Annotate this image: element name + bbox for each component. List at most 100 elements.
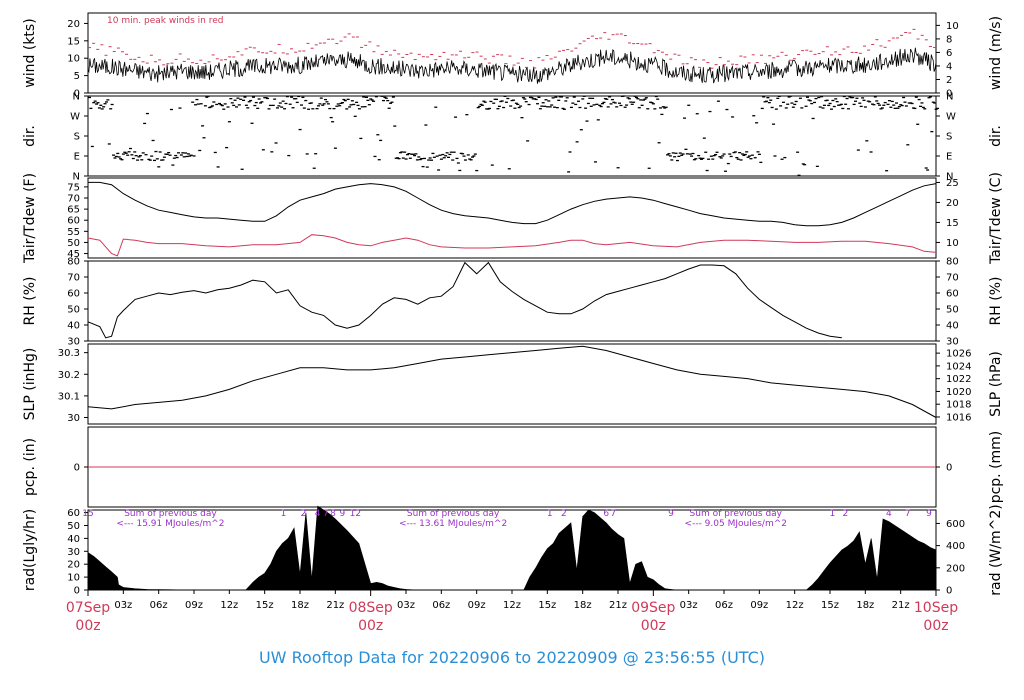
rh-right-tick-label: 50	[946, 305, 959, 316]
rad-left-tick-label: 20	[67, 560, 80, 571]
footer-title: UW Rooftop Data for 20220906 to 20220909…	[258, 648, 766, 667]
rad-left-tick-label: 0	[74, 586, 80, 597]
slp-panel-frame	[87, 343, 937, 425]
wind-left-axis-label: wind (kts)	[22, 18, 38, 87]
slp-series-line	[87, 345, 937, 418]
temp-left-tick-label: 70	[67, 194, 80, 205]
rad-sum-note: <--- 13.61 MJoules/m^2	[399, 519, 507, 529]
slp-right-tick-label: 1022	[946, 374, 971, 385]
time-tick-label: 15z	[821, 600, 839, 611]
temp-left-axis-label: Tair/Tdew (F)	[22, 173, 38, 264]
dir-left-tick-label: E	[74, 152, 80, 163]
temp-tair-line	[88, 181, 937, 227]
dir-right-tick-label: N	[946, 92, 953, 103]
wind-note: 10 min. peak winds in red	[107, 16, 224, 26]
rh-right-tick-label: 70	[946, 273, 959, 284]
rad-hour-mark: 1	[281, 509, 287, 519]
rad-left-tick-label: 60	[67, 508, 80, 519]
temp-left-tick-label: 45	[67, 249, 80, 260]
slp-left-axis-label: SLP (inHg)	[22, 348, 38, 421]
time-tick-label: 03z	[114, 600, 132, 611]
rad-hour-mark: 8	[330, 509, 336, 519]
date-tick-hour: 00z	[75, 618, 100, 634]
rad-hour-mark: 2	[301, 509, 307, 519]
temp-left-tick-label: 65	[67, 205, 80, 216]
wind-right-tick-label: 8	[946, 34, 952, 45]
rad-left-tick-label: 30	[67, 547, 80, 558]
wind-right-tick-label: 0	[946, 89, 952, 100]
time-tick-label: 09z	[750, 600, 768, 611]
wind-right-tick-label: 6	[946, 48, 952, 59]
dir-left-tick-label: N	[73, 172, 80, 183]
rad-hour-mark: 4	[886, 509, 892, 519]
dir-left-axis-label: dir.	[22, 125, 38, 147]
dir-right-axis-label: dir.	[988, 125, 1004, 147]
wind-left-tick-label: 15	[67, 36, 80, 47]
temp-left-tick-label: 60	[67, 216, 80, 227]
rh-left-tick-label: 30	[67, 337, 80, 348]
time-tick-label: 21z	[609, 600, 627, 611]
time-tick-label: 18z	[291, 600, 309, 611]
pcp-left-tick-label: 0	[74, 463, 80, 474]
rad-hour-mark: 7	[610, 509, 616, 519]
rad-hour-mark: 9	[340, 509, 346, 519]
time-tick-label: 21z	[326, 600, 344, 611]
slp-left-tick-label: 30	[67, 413, 80, 424]
time-tick-label: 21z	[892, 600, 910, 611]
wind-panel-frame	[87, 12, 937, 94]
rad-hour-mark: 7	[905, 509, 911, 519]
slp-right-tick-label: 1016	[946, 412, 971, 423]
time-tick-label: 18z	[856, 600, 874, 611]
rad-right-tick-label: 600	[946, 519, 965, 530]
rh-panel-frame	[87, 260, 937, 342]
time-tick-label: 12z	[786, 600, 804, 611]
temp-tdew-line	[87, 234, 937, 257]
slp-right-tick-label: 1018	[946, 400, 971, 411]
rh-left-axis-label: RH (%)	[22, 277, 38, 326]
rad-hour-mark: 2	[842, 509, 848, 519]
date-tick-label: 08Sep	[349, 600, 393, 616]
rad-right-axis-label: rad (W/m^2)	[988, 504, 1004, 595]
wind-left-tick-label: 5	[74, 71, 80, 82]
wind-left-tick-label: 10	[67, 54, 80, 65]
temp-right-tick-label: 20	[946, 198, 959, 209]
slp-left-tick-label: 30.2	[58, 370, 80, 381]
time-tick-label: 03z	[680, 600, 698, 611]
dir-left-tick-label: S	[74, 132, 80, 143]
slp-right-tick-label: 1024	[946, 361, 971, 372]
temp-left-tick-label: 75	[67, 182, 80, 193]
time-tick-label: 09z	[468, 600, 486, 611]
rad-hour-mark: 4	[315, 509, 321, 519]
wind-speed-line	[87, 47, 937, 84]
rad-left-tick-label: 50	[67, 521, 80, 532]
time-tick-label: 15z	[256, 600, 274, 611]
temp-right-axis-label: Tair/Tdew (C)	[988, 172, 1004, 265]
time-tick-label: 12z	[503, 600, 521, 611]
rad-hour-mark: 6	[603, 509, 609, 519]
time-tick-label: 18z	[574, 600, 592, 611]
rad-left-tick-label: 40	[67, 534, 80, 545]
rh-right-tick-label: 40	[946, 321, 959, 332]
temp-right-tick-label: 25	[946, 178, 959, 189]
rad-sum-note: <--- 9.05 MJoules/m^2	[685, 519, 787, 529]
dir-right-tick-label: E	[946, 152, 952, 163]
temp-left-tick-label: 55	[67, 227, 80, 238]
date-tick-hour: 00z	[641, 618, 666, 634]
temp-left-tick-label: 50	[67, 238, 80, 249]
rad-right-tick-label: 200	[946, 563, 965, 574]
time-tick-label: 09z	[185, 600, 203, 611]
date-tick-label: 10Sep	[914, 600, 958, 616]
rh-left-tick-label: 40	[67, 321, 80, 332]
rad-left-axis-label: rad(Lgly/hr)	[22, 509, 38, 591]
time-tick-label: 06z	[432, 600, 450, 611]
dir-right-tick-label: N	[946, 172, 953, 183]
rad-sum-note: <--- 15.91 MJoules/m^2	[116, 519, 224, 529]
temp-right-tick-label: 15	[946, 218, 959, 229]
dir-panel-frame	[87, 95, 937, 177]
rh-left-tick-label: 80	[67, 257, 80, 268]
date-tick-label: 07Sep	[66, 600, 110, 616]
rad-hour-mark: 7	[323, 509, 329, 519]
rad-hour-mark: 1	[547, 509, 553, 519]
wind-left-tick-label: 0	[74, 89, 80, 100]
rh-right-tick-label: 30	[946, 337, 959, 348]
